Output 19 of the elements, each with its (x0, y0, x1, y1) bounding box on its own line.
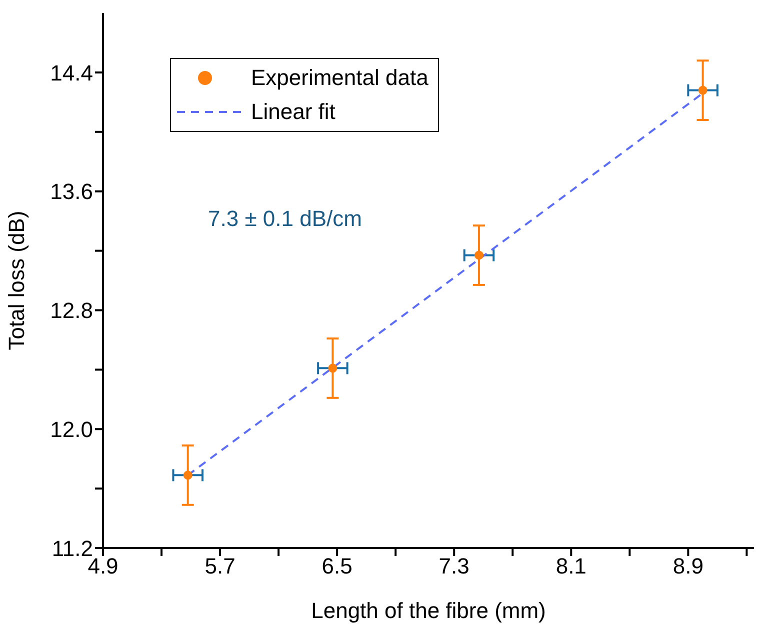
y-tick-label: 12.8 (50, 298, 93, 324)
x-tick-label: 7.3 (438, 554, 470, 579)
x-tick-label: 8.1 (556, 554, 586, 579)
y-tick-label: 12.0 (50, 416, 93, 442)
y-tick-label: 14.4 (50, 60, 93, 86)
point (474, 250, 484, 260)
x-tick-label: 6.5 (322, 554, 352, 579)
x-axis-title: Length of the fibre (mm) (311, 598, 546, 623)
x-tick-label: 8.9 (672, 554, 704, 579)
point (328, 364, 338, 373)
y-axis-title: Total loss (dB) (4, 210, 29, 350)
y-tick-label: 11.2 (52, 536, 93, 561)
x-tick-label: 5.7 (204, 554, 236, 579)
point (698, 86, 708, 95)
y-tick-label: 13.6 (50, 179, 93, 204)
legend-label: Experimental data (251, 64, 428, 92)
point (183, 470, 192, 480)
annotation: 7.3 ± 0.1 dB/cm (208, 206, 362, 232)
legend-label: Linear fit (251, 98, 336, 126)
